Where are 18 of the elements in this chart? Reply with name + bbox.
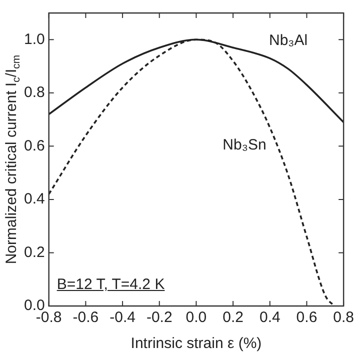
y-tick-label: 0.8 (24, 84, 45, 102)
x-tick-label: 0.4 (259, 309, 280, 326)
x-tick-label: -0.6 (72, 309, 99, 326)
x-tick-label: -0.2 (146, 309, 172, 326)
series-label: Nb₃Sn (222, 136, 266, 154)
y-tick-label: 0.6 (24, 137, 45, 154)
x-tick-label: -0.4 (110, 309, 136, 326)
x-tick-label: 0.6 (296, 309, 318, 326)
y-tick-label: 0.2 (24, 244, 45, 261)
x-axis-title: Intrinsic strain ε (%) (130, 335, 262, 352)
y-tick-label: 0.4 (24, 190, 45, 208)
annotation: B=12 T, T=4.2 K (56, 276, 165, 294)
x-tick-label: 0.0 (186, 309, 207, 326)
series-label: Nb₃Al (269, 32, 308, 50)
x-tick-label: 0.8 (333, 309, 354, 326)
x-tick-label: 0.2 (222, 309, 244, 326)
y-axis-title: Normalized critical current Ic/Icm (3, 54, 22, 264)
y-tick-label: 1.0 (24, 30, 45, 48)
